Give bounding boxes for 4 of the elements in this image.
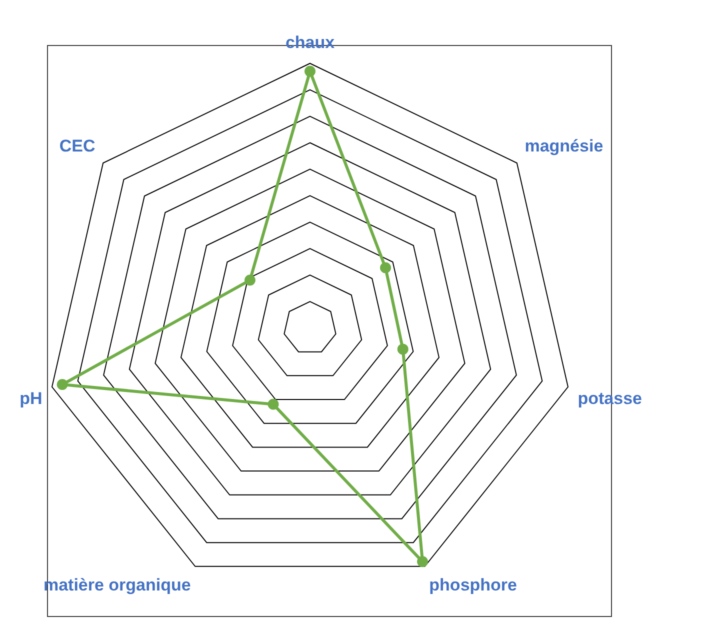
spoke-label: phosphore — [429, 575, 518, 594]
spoke-label: CEC — [59, 136, 96, 156]
spoke-label: magnésie — [524, 136, 604, 156]
spoke-label: pH — [20, 389, 42, 408]
